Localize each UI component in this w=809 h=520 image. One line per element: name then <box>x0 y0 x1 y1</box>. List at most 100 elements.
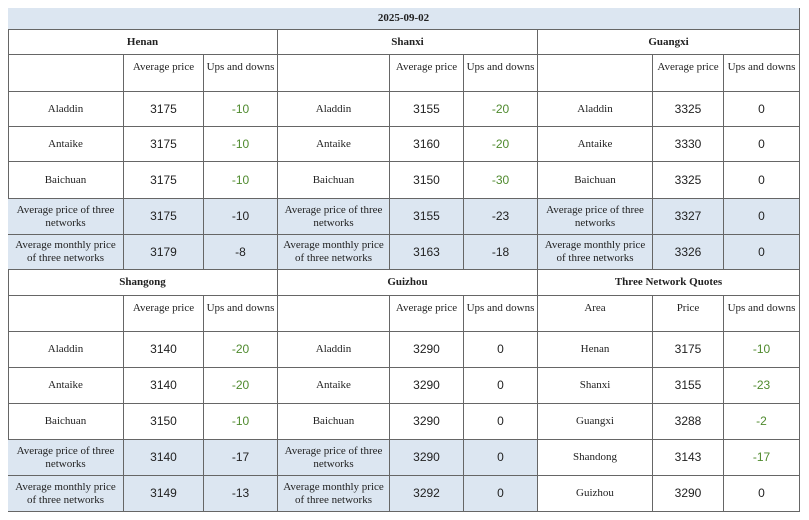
price: 3327 <box>653 199 724 235</box>
row-label: Antaike <box>8 368 124 404</box>
price: 3140 <box>124 440 204 476</box>
date-title: 2025-09-02 <box>8 8 800 30</box>
price: 3150 <box>390 162 464 199</box>
change: -10 <box>204 199 278 235</box>
price: 3140 <box>124 332 204 368</box>
column-header: Ups and downs <box>464 55 538 92</box>
price: 3290 <box>390 332 464 368</box>
row-label: Aladdin <box>538 92 653 127</box>
column-header: Average price <box>390 55 464 92</box>
section-title: Shanxi <box>278 30 538 55</box>
change: -17 <box>724 440 800 476</box>
change: -2 <box>724 404 800 440</box>
column-header <box>8 55 124 92</box>
price: 3290 <box>390 368 464 404</box>
price: 3175 <box>124 162 204 199</box>
price: 3155 <box>653 368 724 404</box>
row-label: Baichuan <box>538 162 653 199</box>
row-label: Aladdin <box>8 332 124 368</box>
price: 3155 <box>390 92 464 127</box>
price: 3160 <box>390 127 464 162</box>
column-header: Ups and downs <box>724 55 800 92</box>
price: 3175 <box>124 92 204 127</box>
row-label: Average monthly price of three networks <box>278 476 390 512</box>
column-header: Average price <box>124 296 204 332</box>
row-label: Henan <box>538 332 653 368</box>
price: 3290 <box>390 440 464 476</box>
row-label: Guangxi <box>538 404 653 440</box>
change: -8 <box>204 235 278 270</box>
row-label: Average monthly price of three networks <box>538 235 653 270</box>
change: 0 <box>724 235 800 270</box>
column-header: Price <box>653 296 724 332</box>
change: -10 <box>724 332 800 368</box>
column-header: Ups and downs <box>204 55 278 92</box>
row-label: Antaike <box>278 368 390 404</box>
price: 3330 <box>653 127 724 162</box>
price: 3140 <box>124 368 204 404</box>
row-label: Average price of three networks <box>278 440 390 476</box>
price: 3292 <box>390 476 464 512</box>
column-header: Ups and downs <box>204 296 278 332</box>
change: -23 <box>724 368 800 404</box>
row-label: Shandong <box>538 440 653 476</box>
change: 0 <box>724 199 800 235</box>
change: 0 <box>724 162 800 199</box>
section-title: Guizhou <box>278 270 538 296</box>
row-label: Aladdin <box>8 92 124 127</box>
row-label: Aladdin <box>278 332 390 368</box>
change: 0 <box>464 332 538 368</box>
price: 3290 <box>653 476 724 512</box>
price: 3163 <box>390 235 464 270</box>
price: 3150 <box>124 404 204 440</box>
change: -10 <box>204 127 278 162</box>
change: -20 <box>464 92 538 127</box>
column-header <box>538 55 653 92</box>
column-header <box>8 296 124 332</box>
column-header: Average price <box>390 296 464 332</box>
change: -17 <box>204 440 278 476</box>
change: 0 <box>724 476 800 512</box>
column-header: Average price <box>124 55 204 92</box>
change: -18 <box>464 235 538 270</box>
change: -13 <box>204 476 278 512</box>
change: 0 <box>464 368 538 404</box>
change: -20 <box>204 332 278 368</box>
price: 3325 <box>653 162 724 199</box>
row-label: Average price of three networks <box>8 199 124 235</box>
change: -23 <box>464 199 538 235</box>
change: -30 <box>464 162 538 199</box>
change: 0 <box>464 440 538 476</box>
section-title: Shangong <box>8 270 278 296</box>
price: 3155 <box>390 199 464 235</box>
row-label: Shanxi <box>538 368 653 404</box>
row-label: Average monthly price of three networks <box>8 476 124 512</box>
column-header <box>278 296 390 332</box>
row-label: Average price of three networks <box>8 440 124 476</box>
change: -20 <box>464 127 538 162</box>
column-header: Ups and downs <box>724 296 800 332</box>
row-label: Baichuan <box>278 404 390 440</box>
section-title: Three Network Quotes <box>538 270 800 296</box>
row-label: Baichuan <box>8 162 124 199</box>
row-label: Guizhou <box>538 476 653 512</box>
price: 3326 <box>653 235 724 270</box>
change: -10 <box>204 404 278 440</box>
row-label: Antaike <box>8 127 124 162</box>
section-title: Henan <box>8 30 278 55</box>
column-header <box>278 55 390 92</box>
row-label: Average price of three networks <box>278 199 390 235</box>
change: -10 <box>204 92 278 127</box>
price: 3325 <box>653 92 724 127</box>
price: 3290 <box>390 404 464 440</box>
column-header: Ups and downs <box>464 296 538 332</box>
row-label: Average monthly price of three networks <box>8 235 124 270</box>
row-label: Antaike <box>278 127 390 162</box>
row-label: Average price of three networks <box>538 199 653 235</box>
row-label: Antaike <box>538 127 653 162</box>
price: 3143 <box>653 440 724 476</box>
row-label: Baichuan <box>278 162 390 199</box>
change: -20 <box>204 368 278 404</box>
column-header: Area <box>538 296 653 332</box>
